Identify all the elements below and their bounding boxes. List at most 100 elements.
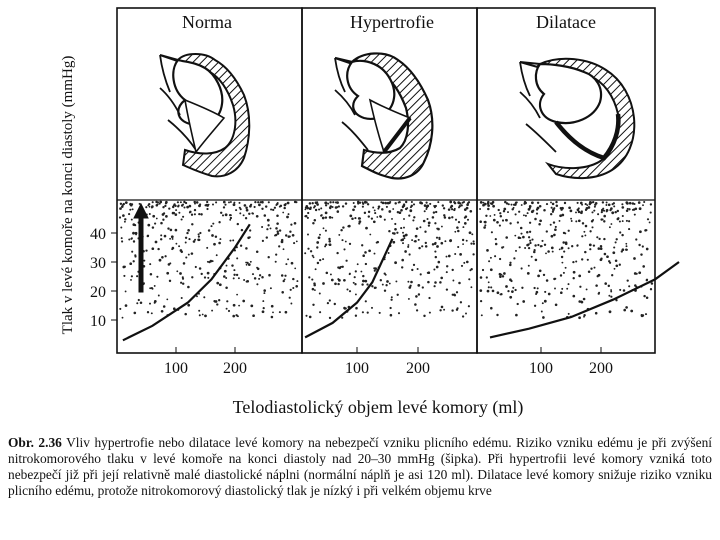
stipple-dot (219, 238, 222, 241)
stipple-dot (444, 240, 447, 243)
stipple-dot (587, 206, 591, 209)
stipple-dot (510, 279, 513, 283)
stipple-dot (240, 228, 244, 232)
stipple-dot (157, 294, 160, 297)
stipple-dot (293, 221, 297, 225)
stipple-dot (607, 284, 611, 288)
stipple-dot (465, 260, 469, 264)
stipple-dot (316, 201, 319, 204)
stipple-dot (345, 259, 348, 262)
danger-zone-dilatace (478, 200, 654, 320)
stipple-dot (282, 211, 285, 214)
stipple-dot (348, 290, 352, 293)
stipple-dot (592, 200, 595, 204)
pressure-volume-curve-hypertrofie (304, 238, 394, 339)
stipple-dot (370, 306, 374, 309)
stipple-dot (380, 201, 383, 204)
stipple-dot (487, 281, 490, 284)
stipple-dot (603, 252, 607, 256)
stipple-dot (504, 200, 507, 204)
stipple-dot (206, 200, 209, 204)
stipple-dot (222, 206, 226, 209)
stipple-dot (324, 243, 328, 246)
stipple-dot (253, 277, 257, 280)
stipple-dot (289, 230, 292, 233)
stipple-dot (560, 255, 564, 259)
danger-zone-hypertrofie (303, 200, 476, 320)
stipple-dot (545, 203, 549, 206)
stipple-dot (568, 206, 571, 210)
stipple-dot (641, 245, 644, 248)
stipple-dot (207, 229, 211, 232)
stipple-dot (256, 283, 259, 286)
stipple-dot (479, 276, 483, 279)
stipple-dot (645, 278, 649, 281)
stipple-dot (488, 260, 491, 263)
stipple-dot (628, 220, 631, 223)
stipple-dot (423, 210, 426, 213)
stipple-dot (261, 239, 265, 243)
stipple-dot (200, 272, 203, 276)
stipple-dot (433, 204, 436, 208)
stipple-dot (184, 241, 187, 244)
stipple-dot (203, 296, 206, 299)
stipple-dot (394, 261, 397, 265)
stipple-dot (404, 207, 408, 211)
stipple-dot (270, 304, 274, 308)
y-axis-label: Tlak v levé komoře na konci diastoly (mm… (60, 56, 76, 335)
stipple-dot (417, 284, 421, 287)
stipple-dot (293, 242, 296, 245)
stipple-dot (607, 203, 611, 207)
stipple-dot (584, 203, 587, 206)
stipple-dot (570, 220, 573, 222)
stipple-dot (516, 221, 520, 224)
stipple-dot (421, 286, 424, 289)
stipple-dot (581, 222, 585, 225)
stipple-dot (346, 288, 349, 291)
stipple-dot (175, 242, 178, 245)
stipple-dot (362, 274, 365, 278)
stipple-dot (218, 299, 221, 302)
stipple-dot (400, 209, 403, 212)
stipple-dot (318, 208, 321, 211)
stipple-dot (490, 306, 493, 310)
stipple-dot (287, 213, 290, 216)
stipple-dot (567, 312, 570, 315)
stipple-dot (119, 207, 122, 210)
stipple-dot (123, 265, 126, 268)
stipple-dot (437, 260, 441, 264)
stipple-dot (223, 275, 226, 278)
stipple-dot (443, 214, 446, 217)
stipple-dot (198, 212, 201, 216)
stipple-dot (319, 311, 322, 314)
stipple-dot (388, 229, 391, 233)
stipple-dot (486, 249, 489, 252)
stipple-dot (616, 209, 619, 213)
stipple-dot (171, 248, 174, 251)
stipple-dot (211, 309, 214, 312)
stipple-dot (604, 282, 607, 285)
stipple-dot (456, 226, 459, 229)
stipple-dot (174, 204, 177, 208)
stipple-dot (160, 309, 164, 313)
stipple-dot (460, 204, 463, 207)
x-tick-label: 100 (529, 360, 553, 377)
stipple-dot (156, 275, 159, 278)
stipple-dot (236, 222, 239, 226)
stipple-dot (601, 201, 605, 204)
stipple-dot (272, 208, 275, 212)
stipple-dot (465, 239, 468, 242)
stipple-dot (534, 258, 538, 262)
stipple-dot (221, 214, 225, 217)
stipple-dot (559, 206, 563, 210)
stipple-dot (318, 292, 321, 295)
stipple-dot (265, 236, 268, 239)
stipple-dot (538, 222, 541, 226)
stipple-dot (131, 250, 134, 253)
stipple-dot (267, 201, 270, 204)
x-tick-label: 100 (345, 360, 369, 377)
stipple-dot (537, 274, 540, 278)
stipple-dot (363, 200, 367, 204)
stipple-dot (364, 300, 367, 303)
stipple-dot (494, 255, 497, 258)
